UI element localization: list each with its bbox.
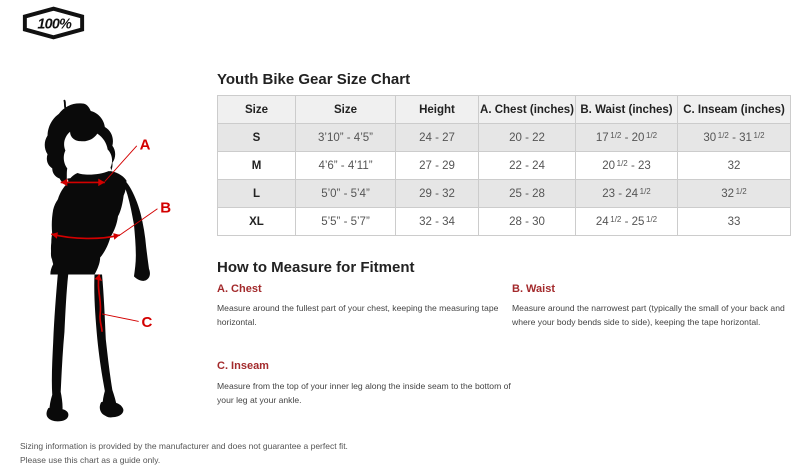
svg-text:100%: 100%	[37, 17, 72, 33]
svg-text:A: A	[140, 137, 151, 154]
svg-text:C: C	[141, 314, 152, 331]
svg-text:B: B	[160, 199, 171, 216]
